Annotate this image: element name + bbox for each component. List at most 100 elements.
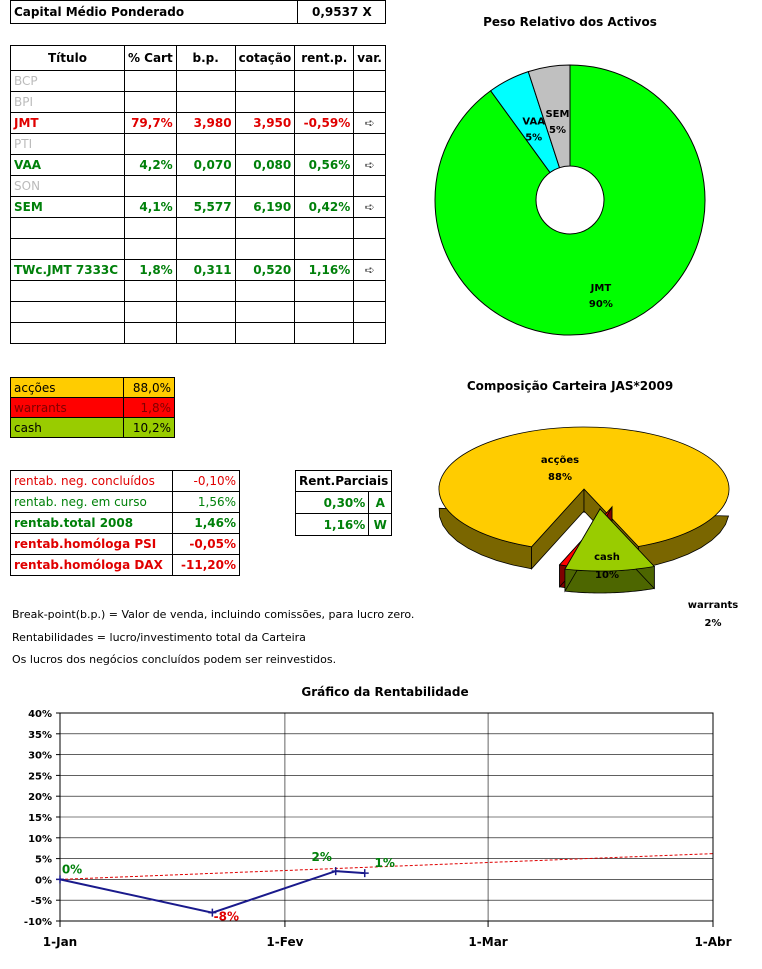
note-breakpoint: Break-point(b.p.) = Valor de venda, incl… bbox=[12, 608, 415, 621]
pie3d-slice-acções bbox=[438, 426, 730, 548]
y-tick-label: 5% bbox=[35, 855, 52, 866]
rentab-label: rentab. neg. concluídos bbox=[10, 470, 173, 492]
portfolio-cell-cot bbox=[234, 133, 296, 155]
y-tick-label: 10% bbox=[28, 834, 52, 845]
portfolio-cell-bp: 5,577 bbox=[175, 196, 236, 218]
arrow-icon bbox=[353, 238, 386, 260]
parciais-value: 1,16% bbox=[294, 513, 370, 536]
portfolio-cell-rent: -0,59% bbox=[294, 112, 355, 134]
portfolio-cell-rent bbox=[294, 175, 355, 197]
portfolio-cell-bp: 0,070 bbox=[175, 154, 236, 176]
rentab-value: -0,05% bbox=[172, 533, 240, 555]
portfolio-cell-cart: 79,7% bbox=[123, 112, 177, 134]
y-tick-label: 40% bbox=[28, 709, 52, 720]
portfolio-cell-titulo: BCP bbox=[10, 70, 125, 92]
portfolio-cell-titulo: BPI bbox=[10, 91, 125, 113]
data-point bbox=[360, 869, 369, 878]
data-label: 1% bbox=[375, 856, 395, 870]
portfolio-cell-cot bbox=[234, 91, 296, 113]
doughnut-label: VAA bbox=[522, 117, 545, 128]
y-tick-label: 25% bbox=[28, 771, 52, 782]
x-tick-label: 1-Abr bbox=[694, 935, 731, 949]
portfolio-cell-bp bbox=[175, 175, 236, 197]
capital-header: Capital Médio Ponderado 0,9537 X bbox=[10, 0, 386, 24]
portfolio-row: TWc.JMT 7333C 1,8% 0,311 0,520 1,16% ➪ bbox=[10, 259, 386, 281]
portfolio-cell-cot bbox=[234, 322, 296, 344]
portfolio-cell-titulo: SEM bbox=[10, 196, 125, 218]
pie3d-slice-cash bbox=[564, 508, 656, 572]
arrow-icon bbox=[353, 217, 386, 239]
rentabilidade-line bbox=[59, 870, 365, 914]
y-tick-label: 35% bbox=[28, 730, 52, 741]
rentab-label: rentab. neg. em curso bbox=[10, 491, 173, 513]
arrow-icon bbox=[353, 301, 386, 323]
allocation-value: 88,0% bbox=[123, 377, 175, 398]
portfolio-cell-cot bbox=[234, 70, 296, 92]
pie3d-value-label: 2% bbox=[705, 618, 722, 629]
y-tick-label: 20% bbox=[28, 792, 52, 803]
portfolio-row bbox=[10, 322, 386, 344]
portfolio-row: SEM 4,1% 5,577 6,190 0,42% ➪ bbox=[10, 196, 386, 218]
data-point bbox=[208, 908, 217, 917]
line-title: Gráfico da Rentabilidade bbox=[301, 685, 469, 699]
pie3d-title: Composição Carteira JAS*2009 bbox=[466, 379, 674, 393]
col-titulo: Título bbox=[10, 45, 125, 71]
portfolio-cell-rent: 0,56% bbox=[294, 154, 355, 176]
pie3d-label: warrants bbox=[688, 600, 738, 611]
portfolio-cell-titulo: VAA bbox=[10, 154, 125, 176]
arrow-icon bbox=[353, 70, 386, 92]
allocation-label: warrants bbox=[10, 397, 124, 418]
portfolio-cell-bp bbox=[175, 322, 236, 344]
y-tick-label: -10% bbox=[24, 917, 52, 928]
portfolio-cell-rent bbox=[294, 70, 355, 92]
allocation-table: acções 88,0% warrants 1,8% cash 10,2% bbox=[10, 377, 175, 438]
portfolio-cell-cot bbox=[234, 175, 296, 197]
y-tick-label: 0% bbox=[35, 875, 52, 886]
note-rentabilidades: Rentabilidades = lucro/investimento tota… bbox=[12, 631, 306, 644]
trend-line bbox=[59, 853, 714, 880]
portfolio-cell-cart bbox=[123, 91, 177, 113]
pie3d-label: cash bbox=[594, 552, 620, 563]
portfolio-cell-cart: 4,2% bbox=[123, 154, 177, 176]
data-label: 2% bbox=[312, 850, 332, 864]
portfolio-row bbox=[10, 301, 386, 323]
rentab-value: 1,46% bbox=[172, 512, 240, 534]
portfolio-cell-bp: 0,311 bbox=[175, 259, 236, 281]
portfolio-row: BPI bbox=[10, 91, 386, 113]
portfolio-cell-titulo bbox=[10, 301, 125, 323]
col-var: var. bbox=[353, 45, 386, 71]
arrow-icon: ➪ bbox=[353, 112, 386, 134]
portfolio-cell-cart: 1,8% bbox=[123, 259, 177, 281]
portfolio-cell-bp bbox=[175, 91, 236, 113]
doughnut-slice-jmt bbox=[434, 64, 706, 336]
pie3d-value-label: 10% bbox=[595, 570, 619, 581]
arrow-icon bbox=[353, 91, 386, 113]
allocation-row: acções 88,0% bbox=[10, 377, 175, 398]
portfolio-cell-titulo: JMT bbox=[10, 112, 125, 134]
col-cotacao: cotação bbox=[234, 45, 296, 71]
portfolio-cell-rent bbox=[294, 322, 355, 344]
parciais-table: Rent.Parciais 0,30% A 1,16% W bbox=[294, 470, 393, 536]
pie3d-chart: acções 88% cash 10% warrants 2% bbox=[438, 426, 738, 629]
portfolio-cell-cot: 0,080 bbox=[234, 154, 296, 176]
doughnut-value-label: 5% bbox=[549, 125, 566, 136]
portfolio-cell-rent: 1,16% bbox=[294, 259, 355, 281]
arrow-icon bbox=[353, 322, 386, 344]
rentab-value: 1,56% bbox=[172, 491, 240, 513]
portfolio-row: SON bbox=[10, 175, 386, 197]
portfolio-row bbox=[10, 217, 386, 239]
y-tick-label: -5% bbox=[31, 896, 52, 907]
doughnut-slice-sem bbox=[527, 64, 571, 169]
portfolio-cell-rent bbox=[294, 280, 355, 302]
portfolio-cell-cart bbox=[123, 70, 177, 92]
allocation-label: acções bbox=[10, 377, 124, 398]
parciais-code: A bbox=[368, 491, 393, 514]
doughnut-value-label: 5% bbox=[525, 133, 542, 144]
col-cart: % Cart bbox=[123, 45, 177, 71]
x-tick-label: 1-Fev bbox=[266, 935, 303, 949]
capital-label: Capital Médio Ponderado bbox=[10, 0, 298, 24]
y-tick-label: 15% bbox=[28, 813, 52, 824]
portfolio-cell-cot: 6,190 bbox=[234, 196, 296, 218]
portfolio-cell-bp bbox=[175, 301, 236, 323]
doughnut-chart: JMT 90% VAA 5% SEM 5% bbox=[434, 64, 706, 336]
